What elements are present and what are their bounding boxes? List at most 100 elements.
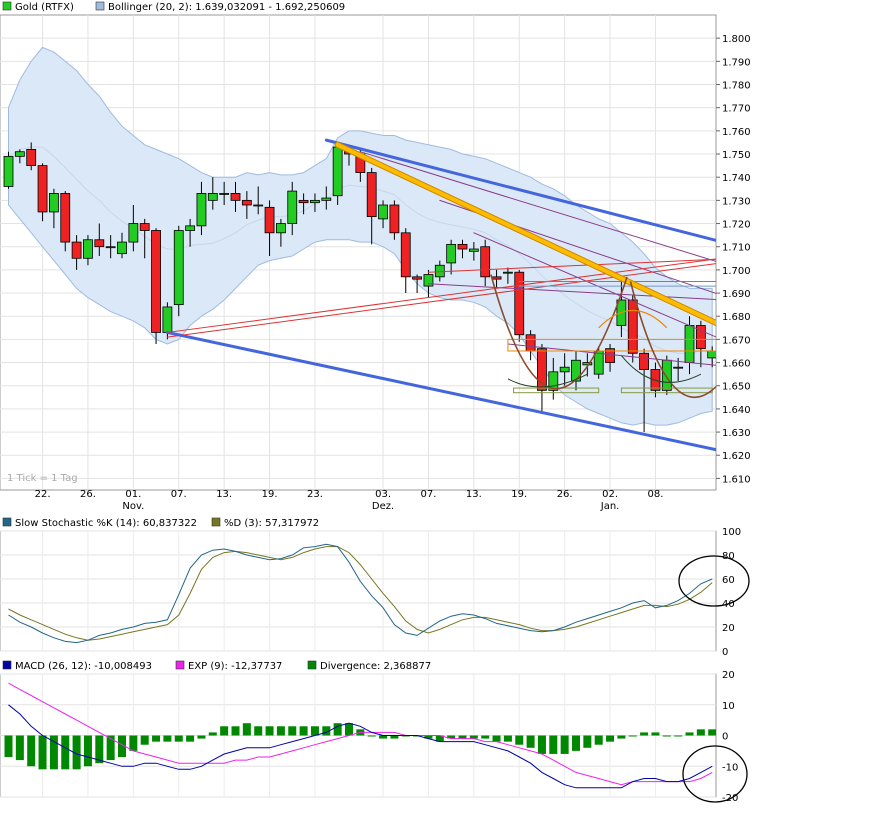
candle-up: [253, 204, 264, 207]
divergence-bar: [685, 732, 694, 736]
divergence-bar: [345, 723, 353, 736]
price-tick-label: 1.640: [722, 405, 751, 416]
divergence-bar: [662, 735, 671, 737]
price-tick-label: 1.730: [722, 196, 751, 207]
candle-up: [378, 204, 388, 220]
divergence-bar: [549, 735, 558, 754]
date-tick-label: 13.: [466, 489, 482, 500]
candle-up: [707, 350, 716, 359]
stochastic-tick-label: 80: [722, 551, 735, 562]
price-y-axis: 1.610 1.620 1.630 1.640 1.650 1.660 1.670 1.680…: [716, 34, 751, 485]
divergence-bar: [231, 726, 240, 736]
fan-line: [473, 232, 716, 338]
divergence-bar: [220, 726, 229, 736]
candle-down: [60, 193, 71, 243]
divergence-bar: [515, 735, 524, 745]
price-tick-label: 1.690: [722, 289, 751, 300]
candle-down: [264, 206, 275, 234]
date-tick-label: 07.: [171, 489, 187, 500]
price-tick-label: 1.660: [722, 359, 751, 370]
price-tick-label: 1.780: [722, 81, 751, 92]
candle-down: [605, 348, 615, 363]
legend-label-stoch-k: Slow Stochastic %K (14): 60,837322: [15, 518, 197, 529]
macd-tick-label: 20: [722, 670, 735, 681]
candle-up: [196, 193, 207, 227]
trend-drawings: [165, 138, 716, 452]
candle-down: [537, 348, 547, 391]
legend-swatch-gold: [2, 1, 12, 11]
candle-down: [400, 232, 411, 278]
divergence-bar: [583, 735, 592, 748]
divergence-bar: [503, 735, 512, 742]
exp-line: [8, 682, 713, 786]
fan-line: [359, 151, 716, 262]
legend-label-macd: MACD (26, 12): -10,008493: [15, 661, 152, 672]
candle-down: [230, 193, 241, 201]
price-panel: 1.610 1.620 1.630 1.640 1.650 1.660 1.670 1.680…: [0, 14, 751, 512]
stochastic-panel-frame: [0, 530, 717, 652]
candle-up: [446, 243, 457, 264]
candle-up: [3, 155, 14, 187]
divergence-bar: [106, 735, 115, 761]
legend-label-gold: Gold (RTFX): [15, 2, 74, 13]
legend-swatch-divergence: [307, 660, 317, 670]
price-tick-label: 1.740: [722, 173, 751, 184]
stochastic-tick-label: 0: [722, 647, 728, 658]
divergence-bar: [696, 729, 705, 736]
candle-down: [241, 199, 252, 206]
price-tick-label: 1.710: [722, 243, 751, 254]
divergence-bar: [594, 735, 603, 745]
divergence-bar: [208, 732, 217, 736]
candle-down: [639, 352, 649, 370]
divergence-bar: [174, 735, 183, 742]
divergence-bar: [379, 735, 388, 739]
divergence-bar: [4, 735, 13, 758]
candle-up: [673, 366, 684, 369]
divergence-bar: [276, 726, 285, 736]
candle-down: [298, 199, 309, 204]
candle-down: [139, 223, 150, 231]
candle-down: [366, 172, 377, 217]
price-tick-label: 1.700: [722, 266, 751, 277]
legend-swatch-stoch-d: [211, 517, 221, 527]
divergence-bar: [447, 735, 456, 739]
macd-tick-label: 0: [722, 732, 728, 743]
legend-label-stoch-d: %D (3): 57,317972: [224, 518, 319, 529]
date-tick-label: 07.: [420, 489, 436, 500]
price-tick-label: 1.630: [722, 428, 751, 439]
month-label: Nov.: [122, 501, 144, 512]
macd-tick-label: 10: [722, 701, 735, 712]
divergence-bar: [651, 732, 660, 736]
divergence-bar: [299, 726, 308, 736]
stochastic-highlight-circle: [678, 555, 750, 607]
divergence-bar: [152, 735, 161, 742]
divergence-bar: [537, 735, 546, 754]
legend-swatch-exp: [175, 660, 185, 670]
divergence-bar: [458, 735, 467, 739]
divergence-bar: [118, 735, 126, 758]
price-tick-label: 1.760: [722, 127, 751, 138]
candle-down: [94, 239, 105, 248]
arc-pattern: [621, 355, 702, 383]
cup-pattern-curve: [629, 281, 716, 399]
divergence-bar: [129, 735, 138, 751]
macd-tick-label: -10: [722, 762, 738, 773]
candle-up: [105, 246, 116, 249]
divergence-bar: [617, 735, 626, 739]
candle-up: [661, 359, 672, 391]
candle-down: [151, 230, 161, 333]
date-tick-label: 02.: [602, 489, 618, 500]
divergence-bar: [265, 726, 274, 736]
month-label: Jan.: [600, 501, 620, 512]
price-tick-label: 1.800: [722, 34, 751, 45]
price-tick-label: 1.770: [722, 104, 751, 115]
divergence-bar: [526, 735, 535, 748]
candle-up: [128, 223, 139, 243]
candle-up: [548, 371, 559, 391]
date-tick-label: 19.: [262, 489, 278, 500]
stochastic-legend: Slow Stochastic %K (14): 60,837322 %D (3…: [2, 517, 319, 529]
stochastic-tick-label: 100: [722, 527, 741, 538]
candle-up: [117, 241, 127, 255]
